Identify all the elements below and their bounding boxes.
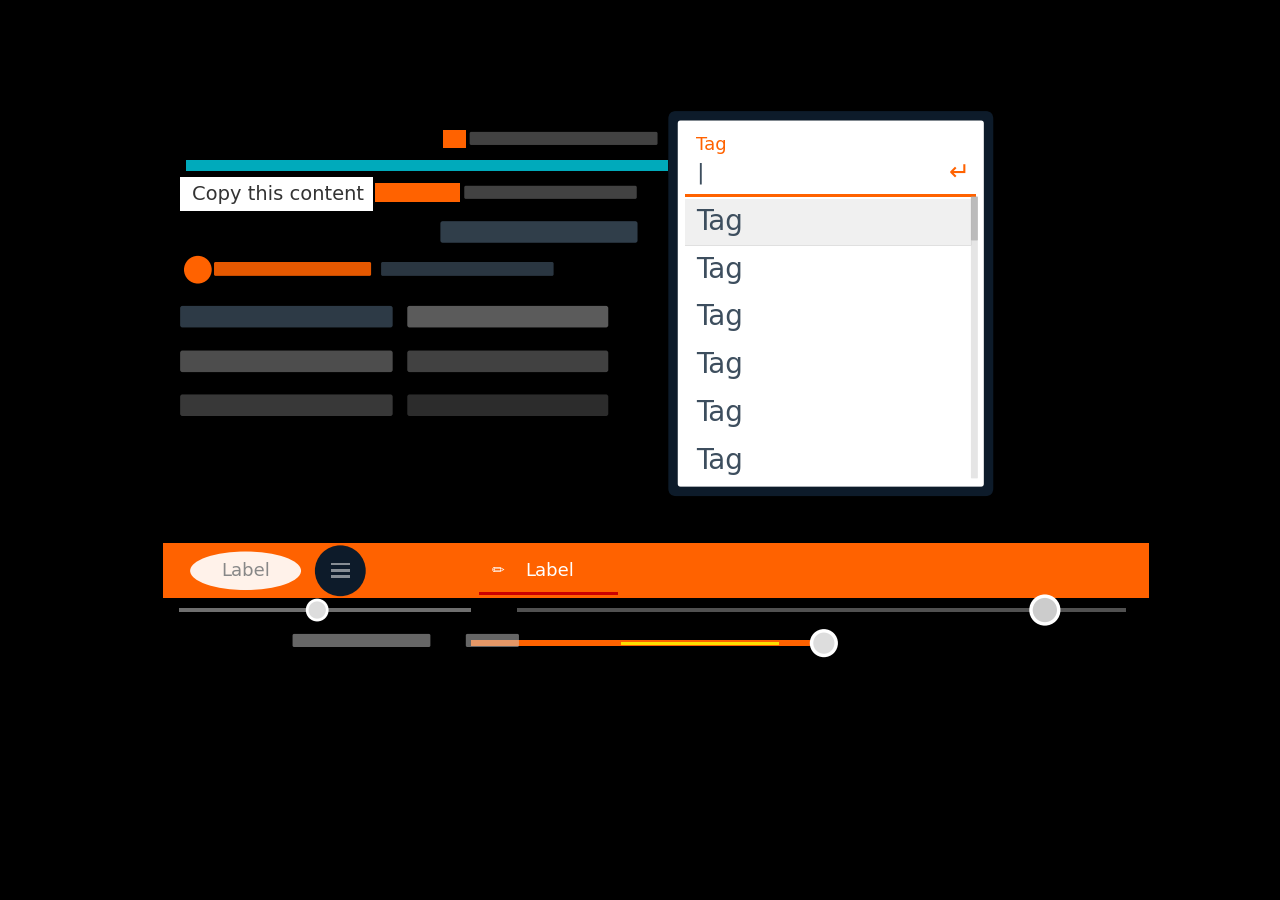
- FancyBboxPatch shape: [180, 394, 393, 416]
- FancyBboxPatch shape: [407, 394, 608, 416]
- Text: Tag: Tag: [696, 446, 742, 474]
- Bar: [332, 575, 349, 578]
- Text: Copy this content: Copy this content: [192, 184, 365, 203]
- FancyBboxPatch shape: [180, 306, 393, 328]
- FancyBboxPatch shape: [407, 350, 608, 372]
- Text: Tag: Tag: [696, 136, 727, 154]
- Text: Label: Label: [525, 562, 573, 580]
- Bar: [332, 569, 349, 572]
- FancyBboxPatch shape: [440, 221, 637, 243]
- Bar: [164, 543, 1149, 598]
- Bar: [471, 640, 826, 646]
- Circle shape: [315, 545, 366, 596]
- Ellipse shape: [191, 552, 301, 590]
- FancyBboxPatch shape: [180, 350, 393, 372]
- FancyBboxPatch shape: [466, 634, 518, 647]
- FancyBboxPatch shape: [668, 111, 993, 496]
- Bar: [375, 184, 460, 202]
- FancyBboxPatch shape: [407, 306, 608, 328]
- Circle shape: [812, 631, 836, 655]
- Text: Tag: Tag: [696, 208, 742, 236]
- Bar: [685, 194, 977, 196]
- FancyBboxPatch shape: [972, 196, 978, 240]
- Text: Label: Label: [221, 562, 270, 580]
- FancyBboxPatch shape: [972, 196, 978, 479]
- Bar: [621, 642, 780, 645]
- FancyBboxPatch shape: [180, 177, 372, 212]
- FancyBboxPatch shape: [381, 262, 553, 276]
- Bar: [517, 608, 1125, 612]
- Bar: [332, 563, 349, 565]
- FancyBboxPatch shape: [214, 262, 371, 276]
- Circle shape: [1030, 596, 1059, 624]
- FancyBboxPatch shape: [465, 185, 636, 199]
- Text: Tag: Tag: [696, 399, 742, 427]
- Text: ↵: ↵: [948, 161, 970, 185]
- Bar: [179, 608, 471, 612]
- FancyBboxPatch shape: [293, 634, 430, 647]
- Bar: [187, 160, 668, 171]
- Bar: [479, 592, 617, 595]
- FancyBboxPatch shape: [443, 130, 466, 148]
- FancyBboxPatch shape: [470, 132, 658, 145]
- Text: Tag: Tag: [696, 351, 742, 379]
- FancyBboxPatch shape: [676, 119, 986, 489]
- Text: Tag: Tag: [696, 256, 742, 284]
- Ellipse shape: [456, 552, 617, 590]
- Text: |: |: [696, 163, 704, 184]
- Circle shape: [184, 256, 211, 284]
- Text: ✏: ✏: [492, 563, 504, 579]
- Bar: [685, 199, 972, 245]
- Circle shape: [307, 600, 328, 620]
- Text: Tag: Tag: [696, 303, 742, 331]
